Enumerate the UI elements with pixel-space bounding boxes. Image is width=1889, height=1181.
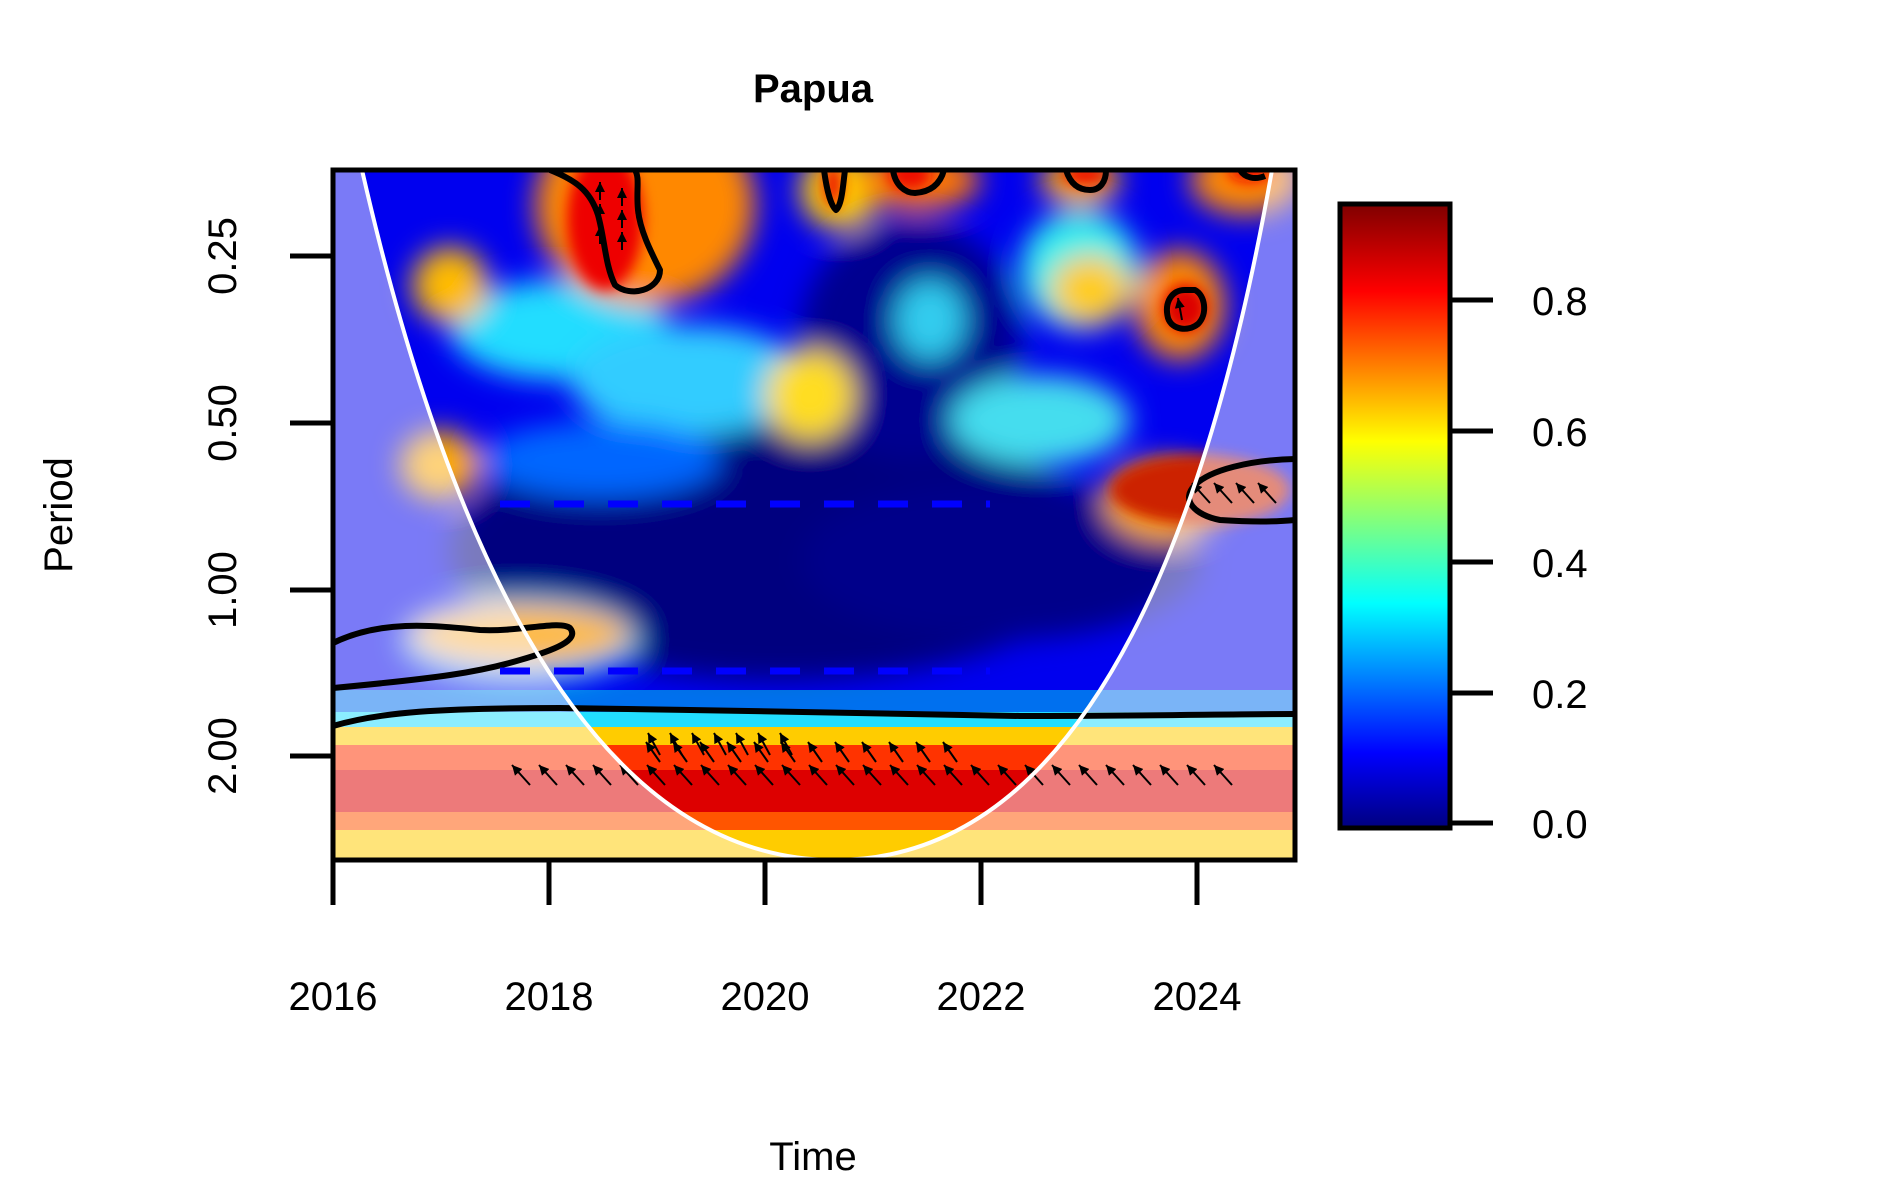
- phase-arrow-48: [1235, 482, 1255, 504]
- x-tick-label-2018: 2018: [505, 975, 594, 1019]
- phase-arrow-2: [565, 764, 585, 786]
- phase-arrow-38: [942, 741, 958, 763]
- phase-arrow-36: [888, 741, 904, 763]
- phase-arrow-1: [538, 764, 558, 786]
- colorbar-label-0.0: 0.0: [1532, 803, 1588, 847]
- phase-arrow-33: [807, 741, 823, 763]
- phase-arrow-24: [1159, 764, 1179, 786]
- ridge-lines: [500, 500, 990, 675]
- y-axis-label: Period: [37, 457, 81, 573]
- contour-region-3: [890, 170, 947, 196]
- phase-arrow-50: [1174, 297, 1185, 321]
- y-tick-label-1.00: 1.00: [201, 551, 245, 629]
- phase-arrow-42: [713, 732, 727, 756]
- phase-arrow-6: [673, 764, 693, 786]
- contour-region-8: [333, 622, 576, 691]
- x-tick-label-2024: 2024: [1153, 975, 1242, 1019]
- phase-arrow-47: [1213, 482, 1233, 504]
- phase-arrow-30: [726, 741, 742, 763]
- y-tick-label-2.00: 2.00: [201, 717, 245, 795]
- x-axis-label: Time: [769, 1135, 856, 1179]
- phase-arrow-44: [757, 732, 771, 756]
- phase-arrow-25: [1186, 764, 1206, 786]
- colorbar: 0.0 0.2 0.4 0.6 0.8: [1337, 201, 1588, 847]
- contour-region-4: [1063, 170, 1109, 193]
- contour-region-6: [1164, 287, 1208, 332]
- phase-arrow-13: [862, 764, 882, 786]
- phase-arrow-45: [779, 732, 793, 756]
- phase-arrow-34: [834, 741, 850, 763]
- phase-arrow-27: [645, 741, 661, 763]
- heatmap-plot-area: [333, 170, 1295, 860]
- cone-of-influence-shading: [333, 170, 1295, 860]
- phase-arrow-35: [861, 741, 877, 763]
- x-tick-label-2016: 2016: [289, 975, 378, 1019]
- y-tick-label-0.25: 0.25: [201, 217, 245, 295]
- phase-arrow-20: [1051, 764, 1071, 786]
- contour-region-9: [333, 705, 1295, 729]
- phase-arrow-43: [735, 732, 749, 756]
- phase-arrow-40: [669, 732, 683, 756]
- phase-arrow-41: [691, 732, 705, 756]
- phase-arrow-14: [889, 764, 909, 786]
- phase-arrow-15: [916, 764, 936, 786]
- phase-arrow-9: [754, 764, 774, 786]
- chart-title: Papua: [753, 67, 874, 111]
- colorbar-label-0.2: 0.2: [1532, 673, 1588, 717]
- contour-region-2: [821, 170, 848, 213]
- phase-arrow-32: [780, 741, 796, 763]
- phase-arrow-39: [647, 732, 661, 756]
- colorbar-frame: [1337, 201, 1453, 831]
- phase-arrow-17: [970, 764, 990, 786]
- colorbar-label-0.4: 0.4: [1532, 542, 1588, 586]
- phase-arrow-8: [727, 764, 747, 786]
- y-axis: 0.25 0.50 1.00 2.00: [201, 217, 333, 795]
- phase-arrows: [511, 182, 1277, 786]
- phase-arrow-5: [646, 764, 666, 786]
- phase-arrow-10: [781, 764, 801, 786]
- phase-arrow-23: [1132, 764, 1152, 786]
- x-tick-label-2022: 2022: [937, 975, 1026, 1019]
- phase-arrow-26: [1213, 764, 1233, 786]
- colorbar-label-0.8: 0.8: [1532, 280, 1588, 324]
- phase-arrow-29: [699, 741, 715, 763]
- phase-arrow-16: [943, 764, 963, 786]
- phase-arrow-31: [753, 741, 769, 763]
- y-tick-label-0.50: 0.50: [201, 384, 245, 462]
- phase-arrow-37: [915, 741, 931, 763]
- colorbar-gradient: [1340, 204, 1450, 828]
- x-axis: 2016 2018 2020 2022 2024: [289, 857, 1295, 1019]
- phase-arrow-3: [592, 764, 612, 786]
- phase-arrow-22: [1105, 764, 1125, 786]
- phase-arrow-4: [619, 764, 639, 786]
- phase-arrow-49: [1257, 482, 1277, 504]
- cone-of-influence-line: [360, 170, 1274, 860]
- phase-arrow-12: [835, 764, 855, 786]
- phase-arrow-7: [700, 764, 720, 786]
- phase-arrow-11: [808, 764, 828, 786]
- phase-arrow-0: [511, 764, 531, 786]
- colorbar-label-0.6: 0.6: [1532, 411, 1588, 455]
- phase-arrow-18: [997, 764, 1017, 786]
- phase-arrow-21: [1078, 764, 1098, 786]
- x-tick-label-2020: 2020: [721, 975, 810, 1019]
